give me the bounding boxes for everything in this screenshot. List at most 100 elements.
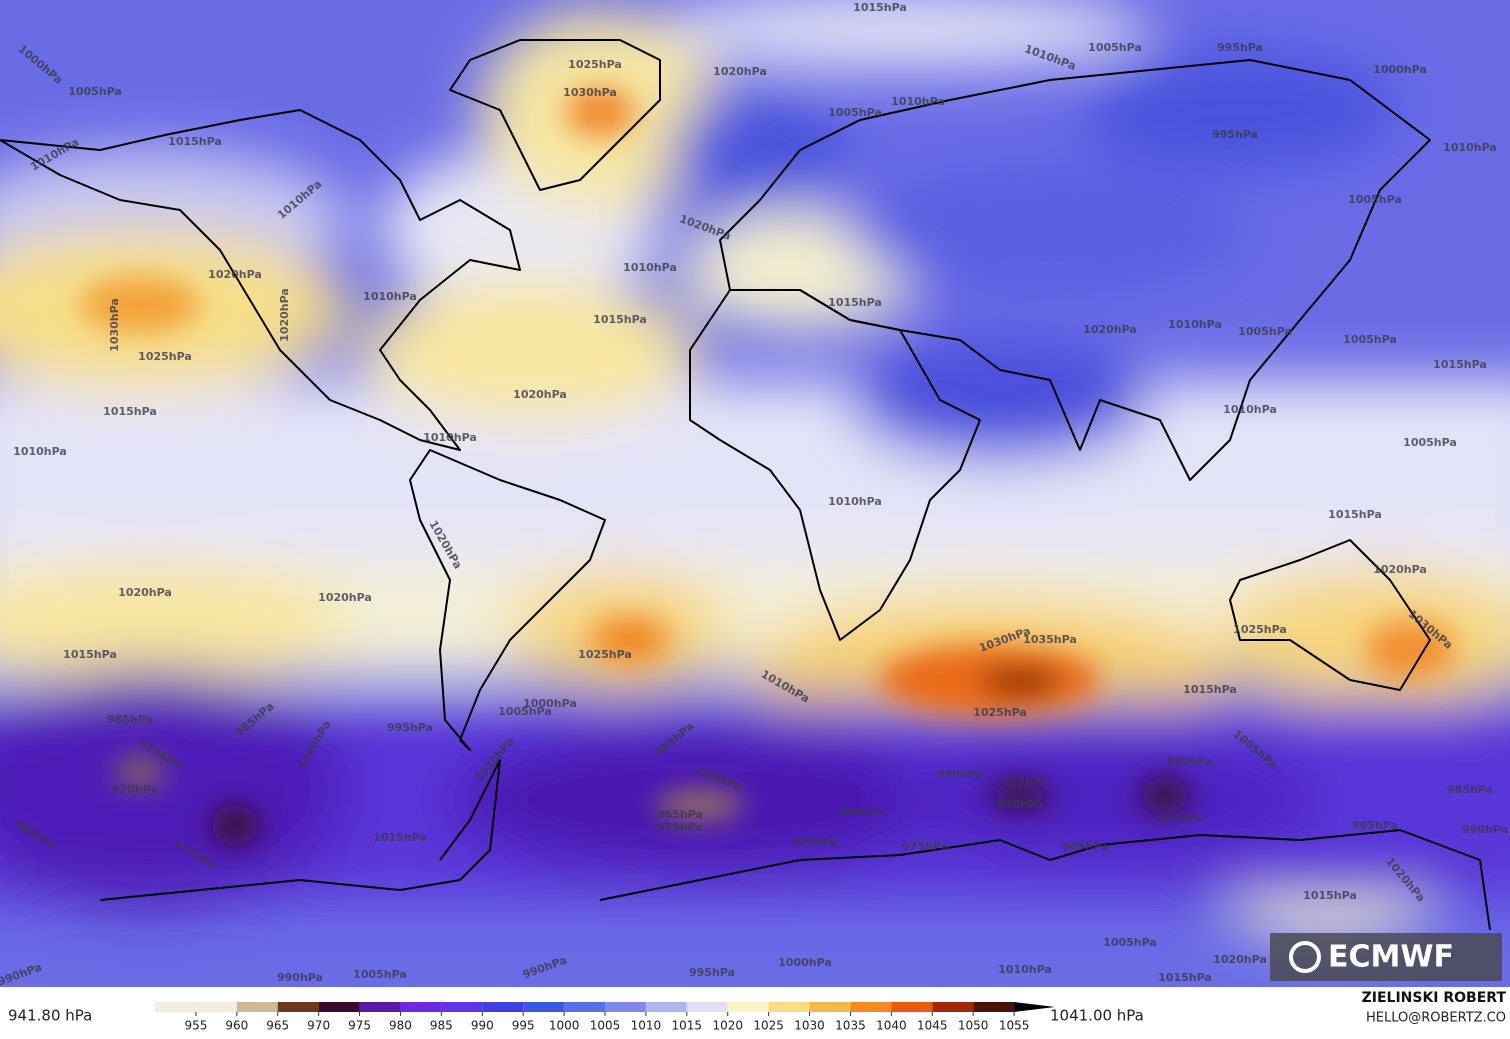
isobar-label: 1015hPa	[1158, 971, 1212, 984]
isobar-label: 1015hPa	[828, 296, 882, 309]
isobar-label: 975hPa	[1002, 775, 1048, 788]
isobar-label: 1020hPa	[208, 268, 262, 281]
isobar-label: 1005hPa	[353, 968, 407, 981]
isobar-label: 1000hPa	[778, 956, 832, 969]
isobar-label: 1020hPa	[513, 388, 567, 401]
isobar-label: 995hPa	[387, 721, 433, 734]
colorbar-segment	[564, 1002, 605, 1012]
colorbar-tick-label: 1030	[794, 1019, 825, 1033]
colorbar-segment	[686, 1002, 728, 1012]
colorbar-tick-label: 965	[266, 1019, 289, 1033]
isobar-label: 1020hPa	[278, 288, 291, 342]
colorbar-segment	[195, 1002, 237, 1012]
isobar-label: 1015hPa	[853, 1, 907, 14]
isobar-label: 995hPa	[1217, 41, 1263, 54]
colorbar-tick-label: 1020	[712, 1019, 743, 1033]
isobar-label: 1025hPa	[973, 706, 1027, 719]
isobar-label: 1015hPa	[1303, 889, 1357, 902]
isobar-label: 1010hPa	[13, 445, 67, 458]
colorbar-segment	[277, 1002, 319, 1012]
isobar-label: 980hPa	[1167, 755, 1213, 768]
isobar-label: 1015hPa	[63, 648, 117, 661]
colorbar-tick-label: 1055	[999, 1019, 1030, 1033]
isobar-label: 995hPa	[689, 966, 735, 979]
colorbar-tick-label: 1005	[590, 1019, 621, 1033]
isobar-label: 1010hPa	[363, 290, 417, 303]
logo-icon	[1289, 941, 1321, 973]
isobar-label: 1010hPa	[891, 95, 945, 108]
isobar-label: 1000hPa	[523, 697, 577, 710]
isobar-label: 990hPa	[277, 971, 323, 984]
colorbar-tick-label: 985	[430, 1019, 453, 1033]
isobar-label: 1025hPa	[138, 350, 192, 363]
isobar-label: 1010hPa	[1443, 141, 1497, 154]
isobar-label: 990hPa	[937, 768, 983, 781]
isobar-label: 975hPa	[657, 821, 703, 834]
colorbar-tick-label: 1015	[672, 1019, 703, 1033]
colorbar-tick-label: 1050	[958, 1019, 989, 1033]
colorbar-segment	[359, 1002, 401, 1012]
colorbar-segment	[482, 1002, 524, 1012]
isobar-label: 975hPa	[792, 836, 838, 849]
colorbar-tick-label: 990	[471, 1019, 494, 1033]
colorbar-tick-label: 1040	[876, 1019, 907, 1033]
isobar-label: 1010hPa	[623, 261, 677, 274]
colorbar-tick-label: 1035	[835, 1019, 866, 1033]
colorbar-segment	[932, 1002, 974, 1012]
isobar-label: 1025hPa	[578, 648, 632, 661]
colorbar-segment	[400, 1002, 442, 1012]
colorbar-segment	[155, 1002, 196, 1012]
coastlines	[0, 39, 1491, 931]
isobar-label: 1005hPa	[1403, 436, 1457, 449]
isobar-label: 1005hPa	[1088, 41, 1142, 54]
colorbar-tick-label: 1000	[549, 1019, 580, 1033]
isobar-label: 1015hPa	[1183, 683, 1237, 696]
isobar-label: 1010hPa	[1168, 318, 1222, 331]
colorbar-segment	[441, 1002, 483, 1012]
isobar-label: 965hPa	[657, 808, 703, 821]
isobar-label: 1010hPa	[998, 963, 1052, 976]
colorbar-tick-label: 960	[225, 1019, 248, 1033]
isobar-label: 1015hPa	[593, 313, 647, 326]
credit-contact: HELLO@ROBERTZ.CO	[1366, 1011, 1506, 1026]
colorbar-segment	[523, 1002, 565, 1012]
colorbar-segment	[727, 1002, 769, 1012]
isobar-label: 1005hPa	[1348, 193, 1402, 206]
isobar-label: 1005hPa	[1238, 325, 1292, 338]
isobar-label: 970hPa	[997, 798, 1043, 811]
isobar-label: 990hPa	[1462, 823, 1508, 836]
isobar-label: 1025hPa	[568, 58, 622, 71]
colorbar-tick-label: 975	[348, 1019, 371, 1033]
isobar-label: 980hPa	[837, 805, 883, 818]
colorbar-tick-label: 980	[389, 1019, 412, 1033]
isobar-label: 1020hPa	[1083, 323, 1137, 336]
colorbar-tick-label: 1025	[753, 1019, 784, 1033]
colorbar-segment	[809, 1002, 851, 1012]
colorbar-segment	[850, 1002, 892, 1012]
isobar-label: 1010hPa	[1223, 403, 1277, 416]
colorbar-segment	[605, 1002, 646, 1012]
colorbar-segment	[768, 1002, 810, 1012]
isobar-label: 985hPa	[107, 713, 153, 726]
colorbar-tick-label: 955	[184, 1019, 207, 1033]
isobar-label: 1000hPa	[1373, 63, 1427, 76]
isobar-label: 1005hPa	[498, 705, 552, 718]
isobar-label: 1020hPa	[318, 591, 372, 604]
isobar-label: 1020hPa	[713, 65, 767, 78]
isobar-label: 1030hPa	[563, 86, 617, 99]
isobar-label: 1015hPa	[103, 405, 157, 418]
isobar-label: 1020hPa	[1213, 953, 1267, 966]
isobar-label: 1005hPa	[68, 85, 122, 98]
isobar-label: 1020hPa	[118, 586, 172, 599]
isobar-label: 1005hPa	[1343, 333, 1397, 346]
isobar-label: 1015hPa	[168, 135, 222, 148]
isobar-label: 1030hPa	[108, 298, 121, 352]
colorbar-segment	[236, 1002, 278, 1012]
isobar-label: 1035hPa	[1023, 633, 1077, 646]
isobar-label: 1005hPa	[1103, 936, 1157, 949]
colorbar-segment	[891, 1002, 933, 1012]
isobar-label: 975hPa	[902, 840, 948, 853]
isobar-label: 970hPa	[112, 783, 158, 796]
logo-box	[1270, 933, 1502, 981]
